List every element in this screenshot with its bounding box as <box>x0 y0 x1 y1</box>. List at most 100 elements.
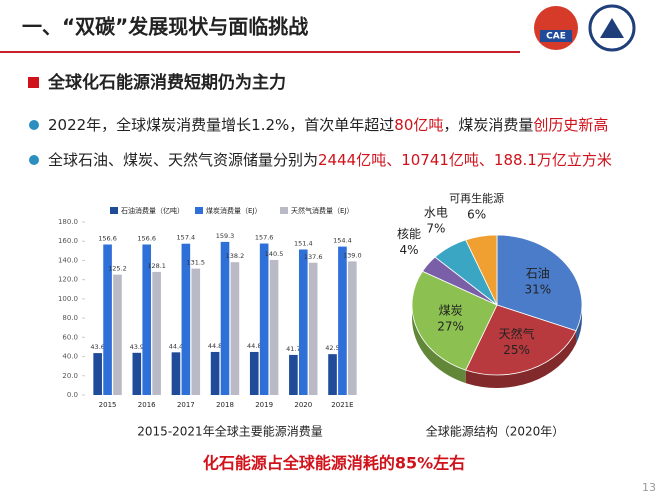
bar <box>308 262 318 395</box>
pie-slice-side <box>411 305 466 384</box>
data-label: 157.6 <box>255 234 274 242</box>
bullet-text: 全球石油、煤炭、天然气资源储量分别为 <box>48 151 318 169</box>
bullet-dot <box>29 120 39 130</box>
data-label: 137.6 <box>304 253 323 261</box>
slice-label: 核能 <box>397 227 421 241</box>
data-label: 43.9 <box>130 343 144 351</box>
bullet-square <box>28 77 39 88</box>
bullet-highlight: 2444亿吨、10741亿吨、188.1万亿立方米 <box>318 151 612 169</box>
y-tick-label: 100.0 <box>58 295 78 303</box>
legend-swatch <box>280 207 288 214</box>
data-label: 151.4 <box>294 239 313 247</box>
data-label: 42.5 <box>325 344 339 352</box>
data-label: 138.2 <box>226 252 245 260</box>
data-label: 128.1 <box>147 262 166 270</box>
bar <box>298 249 308 395</box>
x-tick-label: 2017 <box>177 401 195 409</box>
bar <box>113 274 122 395</box>
slice-label: 水电 <box>424 205 448 219</box>
data-label: 154.4 <box>333 237 352 245</box>
bar <box>132 352 142 395</box>
slice-label: 煤炭 <box>439 303 463 317</box>
logo-1 <box>534 6 578 50</box>
bar <box>103 244 112 395</box>
bullet-heading: 全球化石能源消费短期仍为主力 <box>47 72 286 93</box>
data-label: 131.5 <box>186 259 205 267</box>
bar <box>152 271 161 395</box>
slice-value: 4% <box>399 243 418 257</box>
slice-label: 可再生能源 <box>449 191 504 205</box>
data-label: 156.6 <box>98 234 117 242</box>
pie-slice <box>411 270 498 371</box>
slice-value: 27% <box>437 319 464 333</box>
bullet: 2022年，全球煤炭消费量增长1.2%，首次单年超过80亿吨，煤炭消费量创历史新… <box>48 116 608 134</box>
bar <box>338 246 347 395</box>
pie-slice <box>465 234 498 306</box>
pie-slice <box>496 234 583 332</box>
data-label: 140.5 <box>265 250 284 258</box>
y-tick-label: 140.0 <box>58 256 78 264</box>
y-tick-label: 160.0 <box>58 237 78 245</box>
y-tick-label: 20.0 <box>62 372 78 380</box>
bar <box>181 243 191 395</box>
bar <box>191 268 201 395</box>
x-tick-label: 2020 <box>294 401 312 409</box>
legend-swatch <box>110 207 118 214</box>
slice-value: 31% <box>524 283 551 297</box>
data-label: 139.0 <box>343 251 362 259</box>
y-tick-label: 60.0 <box>62 333 78 341</box>
slice-value: 25% <box>503 343 530 357</box>
slice-label: 天然气 <box>499 326 535 341</box>
y-tick-label: 0.0 <box>67 391 78 399</box>
slice-label: 石油 <box>526 267 550 281</box>
data-label: 159.3 <box>216 232 235 240</box>
y-tick-label: 40.0 <box>62 353 78 361</box>
x-tick-label: 2018 <box>216 401 234 409</box>
bullet-text: ，煤炭消费量 <box>443 116 533 134</box>
bar <box>269 259 279 395</box>
bullet-highlight: 创历史新高 <box>533 116 608 134</box>
bar <box>289 354 298 395</box>
legend-label: 煤炭消费量（EJ） <box>206 206 262 215</box>
y-tick-label: 80.0 <box>62 314 78 322</box>
bullet: 全球石油、煤炭、天然气资源储量分别为2444亿吨、10741亿吨、188.1万亿… <box>48 151 612 169</box>
data-label: 44.8 <box>247 342 261 350</box>
x-tick-label: 2016 <box>138 401 156 409</box>
bullet-text: 2022年，全球煤炭消费量增长1.2%，首次单年超过 <box>48 116 394 134</box>
legend-label: 石油消费量（亿吨） <box>121 206 184 215</box>
data-label: 41.7 <box>286 345 300 353</box>
conclusion: 化石能源占全球能源消耗的85%左右 <box>203 454 465 473</box>
slice-value: 6% <box>467 207 486 221</box>
data-label: 157.4 <box>177 234 196 242</box>
bar <box>142 244 152 395</box>
bar-chart-caption: 2015-2021年全球主要能源消费量 <box>137 424 322 439</box>
data-label: 125.2 <box>108 265 127 273</box>
bar <box>230 262 240 395</box>
legend-label: 天然气消费量（EJ） <box>291 206 354 215</box>
bullet-text: 全球化石能源消费短期仍为主力 <box>47 72 286 93</box>
bar <box>348 261 357 395</box>
logo-1-band <box>540 30 572 42</box>
slice-value: 7% <box>426 221 445 235</box>
page-number: 13 <box>642 481 656 494</box>
bullet-dot <box>29 155 39 165</box>
pie-slice <box>465 304 577 376</box>
logo-text: CAE <box>546 32 566 42</box>
bar <box>220 241 230 395</box>
pie-chart-caption: 全球能源结构（2020年） <box>426 424 565 439</box>
logo-2-mark <box>600 18 624 38</box>
legend-swatch <box>195 207 203 214</box>
bar <box>249 351 259 395</box>
bullet-highlight: 80亿吨 <box>394 116 443 134</box>
x-tick-label: 2019 <box>255 401 273 409</box>
y-tick-label: 120.0 <box>58 276 78 284</box>
bar <box>259 243 269 395</box>
slide-title: 一、“双碳”发展现状与面临挑战 <box>22 15 308 39</box>
x-tick-label: 2021E <box>331 401 353 409</box>
data-label: 44.8 <box>208 342 222 350</box>
x-tick-label: 2015 <box>99 401 117 409</box>
y-tick-label: 180.0 <box>58 218 78 226</box>
bar <box>171 352 181 395</box>
bar <box>328 354 337 395</box>
